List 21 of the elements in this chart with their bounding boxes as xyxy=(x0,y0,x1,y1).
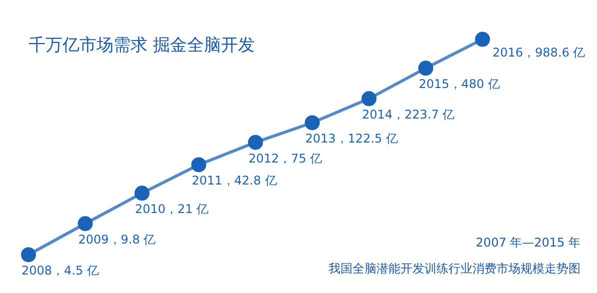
data-label: 2014，223.7 亿 xyxy=(362,108,455,122)
data-label: 2011，42.8 亿 xyxy=(192,174,277,188)
data-label: 2013，122.5 亿 xyxy=(305,132,398,146)
annotation: 2007 年—2015 年 xyxy=(476,236,581,250)
point xyxy=(191,157,206,172)
point xyxy=(248,134,263,150)
point xyxy=(362,91,376,106)
point xyxy=(134,186,150,201)
point xyxy=(78,216,93,232)
data-label: 2008，4.5 亿 xyxy=(22,264,99,278)
point xyxy=(304,115,320,130)
data-label: 2009，9.8 亿 xyxy=(78,232,156,247)
data-label: 2012，75 亿 xyxy=(248,151,322,166)
point xyxy=(21,247,36,262)
data-label: 2010，21 亿 xyxy=(135,202,209,216)
chart-title: 千万亿市场需求 掘金全脑开发 xyxy=(28,36,255,56)
data-label: 2015，480 亿 xyxy=(418,77,500,92)
point xyxy=(418,60,434,76)
point xyxy=(475,32,490,47)
data-label: 2016，988.6 亿 xyxy=(492,45,586,60)
text: 我国全脑潜能开发训练行业消费市场规模走势图 xyxy=(328,262,580,276)
